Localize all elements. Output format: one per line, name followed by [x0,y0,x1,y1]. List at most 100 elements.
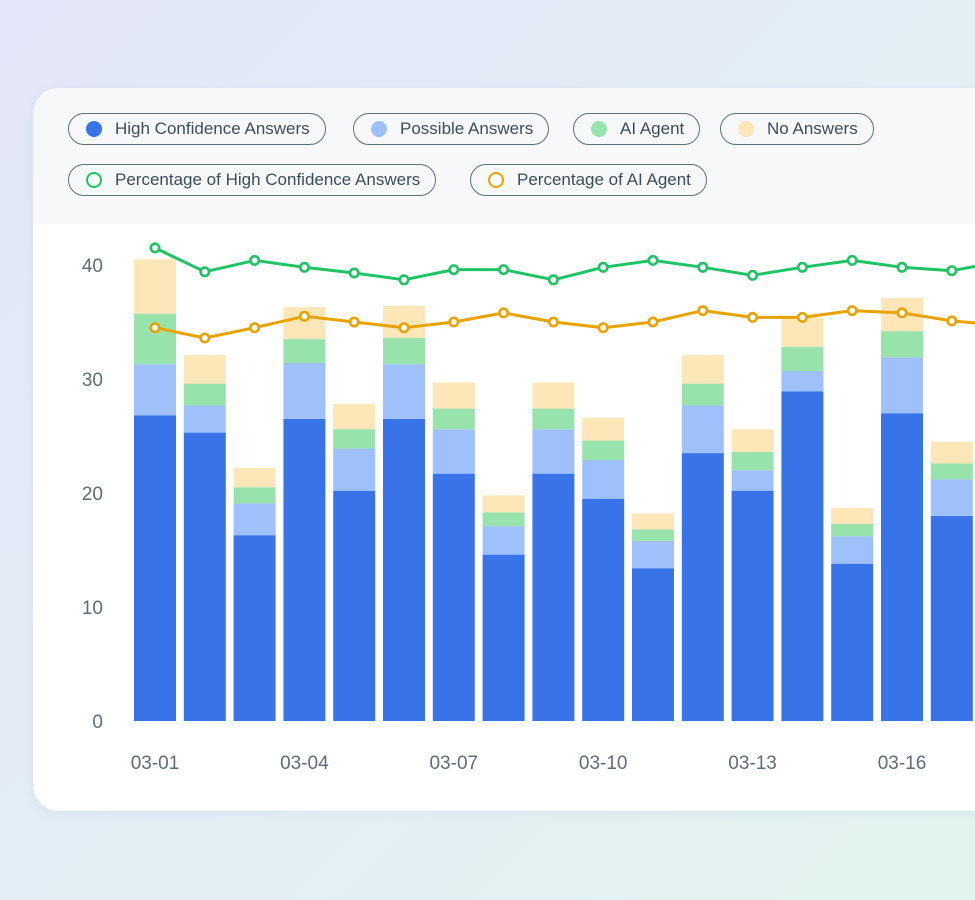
y-tick-label: 20 [82,484,103,505]
bar-high-confidence-answers-03-15 [831,563,874,721]
bar-no-answers-03-10 [582,417,625,441]
x-tick-label: 03-13 [728,753,777,774]
bar-ai-agent-03-08 [482,512,525,527]
bar-ai-agent-03-10 [582,440,625,460]
bar-high-confidence-answers-03-05 [333,490,376,721]
bar-ai-agent-03-01 [134,314,176,365]
legend-swatch-percentage-ai-agent [488,172,504,188]
point-percentage-of-high-confidence-answers-11 [697,261,709,273]
bar-no-answers-03-12 [681,355,724,384]
x-tick-label: 03-04 [280,753,329,774]
point-percentage-of-ai-agent-14 [846,305,858,317]
bar-high-confidence-answers-03-16 [881,413,923,721]
point-percentage-of-high-confidence-answers-3 [298,261,310,273]
point-percentage-of-ai-agent-13 [796,311,808,323]
legend: High Confidence Answers Possible Answers… [33,88,975,224]
point-percentage-of-high-confidence-answers-4 [348,267,360,279]
line-percentage-of-high-confidence-answers [153,246,975,282]
bar-no-answers-03-15 [831,507,874,524]
bar-ai-agent-03-16 [881,331,923,358]
legend-label: Percentage of AI Agent [517,170,691,189]
bar-possible-answers-03-16 [881,357,923,414]
bar-ai-agent-03-03 [233,487,276,504]
point-percentage-of-ai-agent-3 [298,310,310,322]
bar-possible-answers-03-13 [731,470,774,491]
legend-item-no-answers[interactable]: No Answers [720,113,874,145]
legend-label: Possible Answers [400,119,534,138]
bar-no-answers-03-17 [930,441,973,464]
bar-high-confidence-answers-03-09 [532,473,575,721]
legend-label: Percentage of High Confidence Answers [115,170,421,189]
bar-high-confidence-answers-03-11 [632,568,674,721]
legend-swatch-high-confidence-answers [86,121,102,137]
bar-high-confidence-answers-03-03 [233,535,276,721]
bar-no-answers-03-03 [233,467,276,488]
bar-high-confidence-answers-03-13 [731,490,774,721]
bar-high-confidence-answers-03-10 [582,498,625,721]
legend-item-percentage-high-confidence[interactable]: Percentage of High Confidence Answers [68,164,437,196]
point-percentage-of-high-confidence-answers-1 [199,266,211,278]
bar-possible-answers-03-07 [432,429,475,474]
bar-no-answers-03-08 [482,495,525,513]
legend-item-ai-agent[interactable]: AI Agent [573,113,701,145]
x-tick-label: 03-01 [131,753,180,774]
bar-high-confidence-answers-03-01 [134,415,176,721]
legend-item-possible-answers[interactable]: Possible Answers [353,113,550,145]
point-percentage-of-ai-agent-12 [747,311,759,323]
point-percentage-of-ai-agent-15 [896,307,908,319]
point-percentage-of-ai-agent-4 [348,316,360,328]
legend-item-percentage-ai-agent[interactable]: Percentage of AI Agent [470,164,707,196]
point-percentage-of-ai-agent-11 [697,305,709,317]
bar-no-answers-03-13 [731,429,774,452]
point-percentage-of-high-confidence-answers-12 [747,269,759,281]
point-percentage-of-ai-agent-9 [597,322,609,334]
bar-possible-answers-03-04 [283,363,326,419]
point-percentage-of-high-confidence-answers-15 [896,261,908,273]
y-tick-label: 40 [82,256,103,277]
bar-possible-answers-03-01 [134,364,176,416]
bar-ai-agent-03-06 [383,338,425,365]
point-percentage-of-high-confidence-answers-9 [597,261,609,273]
point-percentage-of-ai-agent-2 [249,322,261,334]
bar-possible-answers-03-17 [930,479,973,516]
bar-no-answers-03-09 [532,382,575,409]
legend-label: High Confidence Answers [115,119,310,138]
bar-ai-agent-03-04 [283,339,326,363]
bar-possible-answers-03-08 [482,526,525,555]
point-percentage-of-ai-agent-8 [547,316,559,328]
point-percentage-of-ai-agent-16 [946,315,958,327]
bar-high-confidence-answers-03-14 [781,391,824,721]
x-tick-label: 03-16 [878,753,927,774]
bar-high-confidence-answers-03-08 [482,554,525,721]
bar-ai-agent-03-14 [781,347,824,371]
bar-possible-answers-03-03 [233,503,276,536]
line-percentage-of-ai-agent [153,309,975,340]
bar-high-confidence-answers-03-17 [930,515,973,721]
point-percentage-of-high-confidence-answers-0 [149,242,161,254]
x-tick-label: 03-07 [429,753,478,774]
bar-high-confidence-answers-03-04 [283,418,326,721]
x-tick-label: 03-10 [579,753,628,774]
legend-item-high-confidence-answers[interactable]: High Confidence Answers [68,113,326,145]
bar-ai-agent-03-09 [532,408,575,430]
legend-swatch-percentage-high-confidence [86,172,102,188]
point-percentage-of-ai-agent-10 [647,316,659,328]
bar-ai-agent-03-02 [183,383,226,406]
bar-possible-answers-03-10 [582,459,625,499]
point-percentage-of-high-confidence-answers-6 [448,264,460,276]
bar-ai-agent-03-05 [333,429,376,449]
bar-ai-agent-03-13 [731,452,774,471]
point-percentage-of-high-confidence-answers-16 [946,265,958,277]
legend-swatch-possible-answers [371,121,387,137]
y-tick-label: 10 [82,598,103,619]
bar-no-answers-03-05 [333,404,376,430]
point-percentage-of-high-confidence-answers-5 [398,274,410,286]
bar-no-answers-03-02 [183,355,226,384]
point-percentage-of-high-confidence-answers-2 [249,254,261,266]
legend-label: AI Agent [620,119,685,138]
bar-ai-agent-03-12 [681,383,724,406]
point-percentage-of-high-confidence-answers-14 [846,254,858,266]
bar-ai-agent-03-17 [930,463,973,480]
bar-possible-answers-03-14 [781,371,824,392]
